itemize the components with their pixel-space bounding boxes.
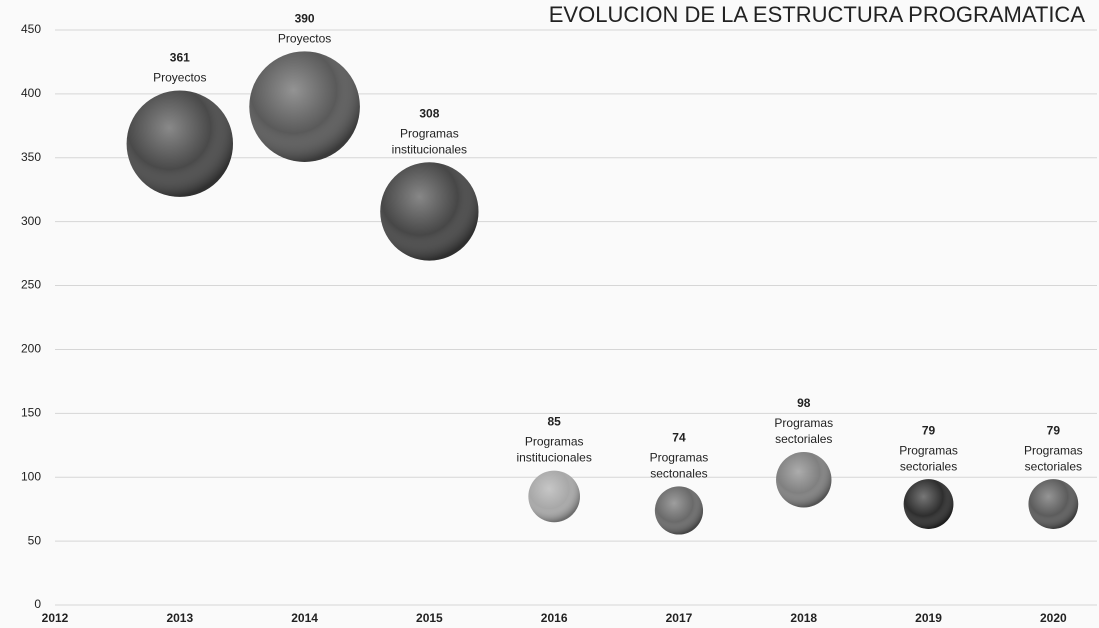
- y-tick-label: 150: [21, 406, 41, 420]
- bubble-label: Proyectos: [278, 32, 331, 46]
- bubble-shine: [126, 90, 233, 197]
- bubble-label: Programas: [1024, 443, 1083, 457]
- y-tick-label: 50: [28, 533, 42, 547]
- bubble-label: Programas: [400, 126, 459, 140]
- bubble-label: institucionales: [392, 142, 467, 156]
- bubble-label: Proyectos: [153, 71, 206, 85]
- bubble-label: sectoriales: [1025, 459, 1082, 473]
- y-tick-label: 100: [21, 469, 41, 483]
- value-label: 74: [672, 431, 686, 445]
- y-tick-label: 350: [21, 150, 41, 164]
- chart-title: EVOLUCION DE LA ESTRUCTURA PROGRAMATICA: [549, 2, 1086, 27]
- bubble-label: sectoriales: [775, 432, 832, 446]
- y-tick-label: 200: [21, 342, 41, 356]
- value-label: 361: [170, 51, 190, 65]
- bubble-shine: [903, 479, 954, 529]
- x-tick-label: 2012: [42, 611, 69, 625]
- bubble-label: Programas: [525, 435, 584, 449]
- x-tick-label: 2020: [1040, 611, 1067, 625]
- value-label: 308: [419, 106, 439, 120]
- bubble-label: Programas: [899, 443, 958, 457]
- x-tick-label: 2015: [416, 611, 443, 625]
- bubble-shine: [776, 452, 832, 508]
- value-label: 85: [547, 415, 561, 429]
- y-tick-label: 450: [21, 22, 41, 36]
- bubble-shine: [1028, 479, 1079, 529]
- value-label: 79: [922, 423, 936, 437]
- y-tick-label: 250: [21, 278, 41, 292]
- bubble-label: sectoriales: [900, 459, 957, 473]
- value-label: 390: [295, 12, 315, 26]
- bubble-label: Programas: [650, 451, 709, 465]
- y-tick-label: 400: [21, 86, 41, 100]
- y-tick-label: 300: [21, 214, 41, 228]
- value-label: 98: [797, 396, 811, 410]
- x-tick-label: 2016: [541, 611, 568, 625]
- bubble-shine: [380, 162, 479, 261]
- bubble-label: Programas: [774, 416, 833, 430]
- bubble-shine: [654, 486, 704, 535]
- x-tick-label: 2018: [790, 611, 817, 625]
- x-tick-label: 2017: [666, 611, 693, 625]
- bubble-shine: [528, 470, 580, 523]
- x-tick-label: 2013: [166, 611, 193, 625]
- bubble-label: institucionales: [516, 451, 591, 465]
- bubble-shine: [249, 51, 360, 162]
- y-tick-label: 0: [34, 597, 41, 611]
- bubble-label: sectonales: [650, 467, 707, 481]
- x-tick-label: 2019: [915, 611, 942, 625]
- x-tick-label: 2014: [291, 611, 318, 625]
- value-label: 79: [1047, 423, 1061, 437]
